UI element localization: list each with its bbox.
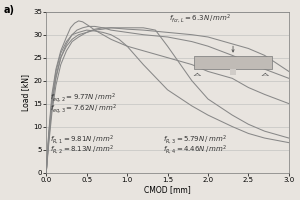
- Text: $f_{eq,2} = 9.77N\,/\,mm^2$: $f_{eq,2} = 9.77N\,/\,mm^2$: [50, 91, 117, 105]
- X-axis label: CMOD [mm]: CMOD [mm]: [144, 185, 191, 194]
- Y-axis label: Load [kN]: Load [kN]: [21, 74, 30, 111]
- Text: $f_{fcr,L} = 6.3N\,/\,mm^2$: $f_{fcr,L} = 6.3N\,/\,mm^2$: [169, 12, 232, 25]
- Text: $f_{R,2} = 8.13N\,/\,mm^2$: $f_{R,2} = 8.13N\,/\,mm^2$: [50, 143, 115, 156]
- Text: $f_{eq,3} = 7.62N\,/\,mm^2$: $f_{eq,3} = 7.62N\,/\,mm^2$: [50, 102, 117, 116]
- Text: $f_{R,1} = 9.81N\,/\,mm^2$: $f_{R,1} = 9.81N\,/\,mm^2$: [50, 133, 115, 146]
- Text: a): a): [4, 5, 15, 15]
- Text: $f_{R,4} = 4.46N\,/\,mm^2$: $f_{R,4} = 4.46N\,/\,mm^2$: [164, 143, 228, 156]
- Text: $f_{R,3} = 5.79N\,/\,mm^2$: $f_{R,3} = 5.79N\,/\,mm^2$: [164, 133, 227, 146]
